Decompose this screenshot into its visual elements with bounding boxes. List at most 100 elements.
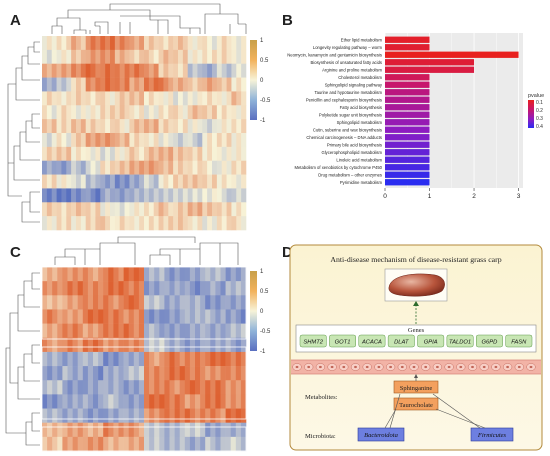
heatmap-cell bbox=[189, 323, 196, 339]
heatmap-cell bbox=[71, 77, 77, 92]
heatmap-cell bbox=[77, 436, 84, 452]
heatmap-cell bbox=[67, 436, 73, 452]
heatmap-cell bbox=[192, 77, 198, 92]
heatmap-cell bbox=[241, 36, 247, 51]
heatmap-cell bbox=[231, 174, 237, 189]
heatmap-cell bbox=[215, 394, 221, 409]
heatmap-cell bbox=[179, 351, 186, 367]
heatmap-cell bbox=[90, 202, 96, 217]
heatmap-cell bbox=[133, 436, 140, 452]
heatmap-cell bbox=[187, 77, 193, 92]
heatmap-cell bbox=[51, 91, 57, 106]
microbe-bacteroidota: Bacteroidota bbox=[364, 432, 398, 439]
heatmap-cell bbox=[236, 133, 242, 148]
heatmap-cell bbox=[129, 174, 135, 189]
heatmap-cell bbox=[159, 408, 165, 423]
heatmap-cell bbox=[133, 394, 140, 409]
heatmap-cell bbox=[168, 63, 174, 78]
heatmap-cell bbox=[42, 63, 48, 78]
heatmap-cell bbox=[118, 351, 124, 367]
legend-tick: 0.1 bbox=[536, 100, 543, 106]
heatmap-cell bbox=[195, 394, 201, 409]
heatmap-cell bbox=[153, 49, 159, 65]
heatmap-cell bbox=[134, 63, 140, 78]
heatmap-cell bbox=[210, 422, 216, 438]
heatmap-cell bbox=[144, 309, 150, 324]
heatmap-cell bbox=[72, 309, 78, 324]
heatmap-cell bbox=[192, 174, 198, 189]
heatmap-cell bbox=[108, 408, 114, 423]
heatmap-cell bbox=[164, 351, 170, 367]
heatmap-cell bbox=[46, 36, 53, 51]
heatmap-cell bbox=[71, 202, 77, 217]
heatmap-cell bbox=[42, 337, 48, 353]
heatmap-cell bbox=[72, 323, 78, 339]
heatmap-cell bbox=[182, 160, 189, 175]
heatmap-cell bbox=[187, 119, 193, 134]
heatmap-cell bbox=[241, 202, 247, 217]
heatmap-cell bbox=[153, 105, 159, 120]
heatmap-cell bbox=[61, 202, 67, 217]
heatmap-cell bbox=[235, 309, 242, 324]
heatmap-cell bbox=[128, 351, 135, 367]
heatmap-cell bbox=[212, 77, 218, 92]
heatmap-cell bbox=[144, 366, 150, 381]
heatmap-cell bbox=[134, 105, 140, 120]
cluster-outline bbox=[41, 346, 247, 420]
heatmap-cell bbox=[159, 436, 165, 452]
heatmap-cell bbox=[235, 351, 242, 367]
heatmap-cell bbox=[57, 436, 63, 452]
heatmap-cell bbox=[235, 380, 242, 395]
heatmap-cell bbox=[231, 91, 237, 106]
heatmap-cell bbox=[87, 309, 94, 324]
heatmap-cell bbox=[168, 160, 174, 175]
heatmap-cell bbox=[205, 309, 211, 324]
heatmap-cell bbox=[52, 422, 58, 438]
color-scale-a-ticks: 1 0.5 0 -0.5 -1 bbox=[260, 38, 271, 124]
legend-ticks: 0.1 0.2 0.3 0.4 bbox=[536, 100, 543, 130]
heatmap-cell bbox=[85, 216, 91, 231]
heatmap-cell bbox=[173, 202, 179, 217]
heatmap-cell bbox=[133, 337, 140, 353]
heatmap-cell bbox=[216, 105, 223, 120]
heatmap-cell bbox=[110, 160, 116, 175]
heatmap-cell bbox=[195, 422, 201, 438]
heatmap-cell bbox=[47, 422, 53, 438]
heatmap-cell bbox=[207, 160, 213, 175]
heatmap-cell bbox=[61, 63, 67, 78]
heatmap-cell bbox=[173, 146, 179, 162]
heatmap-cell bbox=[77, 422, 84, 438]
heatmap-cell bbox=[42, 394, 48, 409]
heatmap-cell bbox=[236, 91, 242, 106]
heatmap-cell bbox=[215, 295, 221, 310]
heatmap-cell bbox=[42, 146, 48, 162]
heatmap-cell bbox=[216, 36, 223, 51]
heatmap-cell bbox=[128, 267, 135, 282]
heatmap-cell bbox=[51, 188, 57, 203]
heatmap-cell bbox=[114, 63, 121, 78]
heatmap-cell bbox=[77, 323, 84, 339]
heatmap-cell bbox=[114, 160, 121, 175]
heatmap-cell bbox=[197, 188, 203, 203]
heatmap-cell bbox=[205, 380, 211, 395]
heatmap-cell bbox=[46, 146, 53, 162]
heatmap-cell bbox=[52, 309, 58, 324]
heatmap-cell bbox=[42, 422, 48, 438]
heatmap-cell bbox=[148, 105, 155, 120]
heatmap-cell bbox=[168, 105, 174, 120]
heatmap-cell bbox=[76, 133, 82, 148]
heatmap-cell bbox=[113, 366, 119, 381]
heatmap-cell bbox=[184, 323, 191, 339]
heatmap-cell bbox=[195, 366, 201, 381]
heatmap-cell bbox=[240, 323, 247, 339]
heatmap-cell bbox=[113, 281, 119, 296]
heatmap-cell bbox=[154, 394, 160, 409]
heatmap-cell bbox=[66, 49, 72, 65]
heatmap-cell bbox=[52, 295, 58, 310]
heatmap-cell bbox=[114, 105, 121, 120]
heatmap-cell bbox=[154, 337, 160, 353]
heatmap-cell bbox=[62, 436, 68, 452]
heatmap-cell bbox=[56, 174, 62, 189]
heatmap-cell bbox=[98, 394, 104, 409]
heatmap-cell bbox=[110, 133, 116, 148]
